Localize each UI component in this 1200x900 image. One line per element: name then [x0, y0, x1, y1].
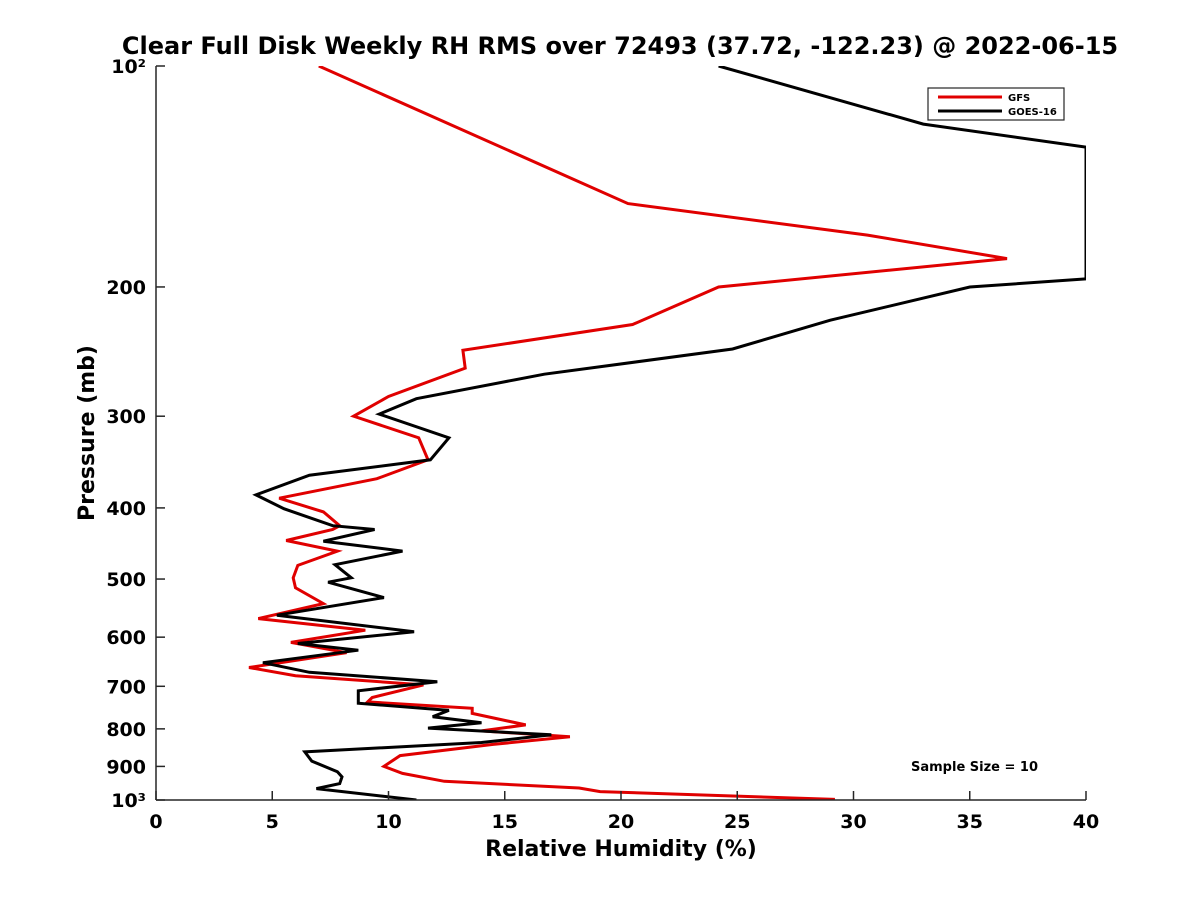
legend-label: GOES-16 [1008, 107, 1057, 118]
y-tick-label: 700 [106, 676, 146, 698]
x-axis-label: Relative Humidity (%) [485, 837, 757, 862]
x-tick-label: 25 [724, 811, 750, 833]
x-tick-label: 10 [375, 811, 401, 833]
y-tick-label: 800 [106, 719, 146, 741]
series-line-gfs [248, 66, 1008, 800]
x-tick-label: 40 [1073, 811, 1099, 833]
x-tick-label: 30 [840, 811, 866, 833]
sample-size-annotation: Sample Size = 10 [911, 760, 1038, 775]
legend-label: GFS [1008, 93, 1030, 104]
x-tick-label: 0 [149, 811, 162, 833]
y-tick-label: 400 [106, 498, 146, 520]
y-tick-label: 300 [106, 406, 146, 428]
x-tick-label: 35 [957, 811, 983, 833]
y-tick-label: 200 [106, 277, 146, 299]
y-axis-label: Pressure (mb) [75, 345, 100, 521]
y-tick-label: 600 [106, 627, 146, 649]
series-layer [248, 66, 1086, 800]
chart-title: Clear Full Disk Weekly RH RMS over 72493… [122, 32, 1118, 60]
legend: GFS GOES-16 [927, 87, 1065, 121]
x-ticks: 0 5 10 15 20 25 30 35 40 [149, 791, 1099, 833]
y-ticks: 10² 200 300 400 500 600 700 800 900 10³ [106, 56, 165, 812]
legend-box [927, 87, 1065, 121]
y-tick-label: 900 [106, 756, 146, 778]
plot-area [156, 66, 1086, 800]
series-line-goes-16 [252, 66, 1086, 800]
x-tick-label: 20 [608, 811, 634, 833]
y-tick-label: 10³ [111, 790, 146, 812]
y-tick-label: 500 [106, 569, 146, 591]
x-tick-label: 5 [266, 811, 279, 833]
x-tick-label: 15 [492, 811, 518, 833]
y-tick-label: 10² [111, 56, 146, 78]
